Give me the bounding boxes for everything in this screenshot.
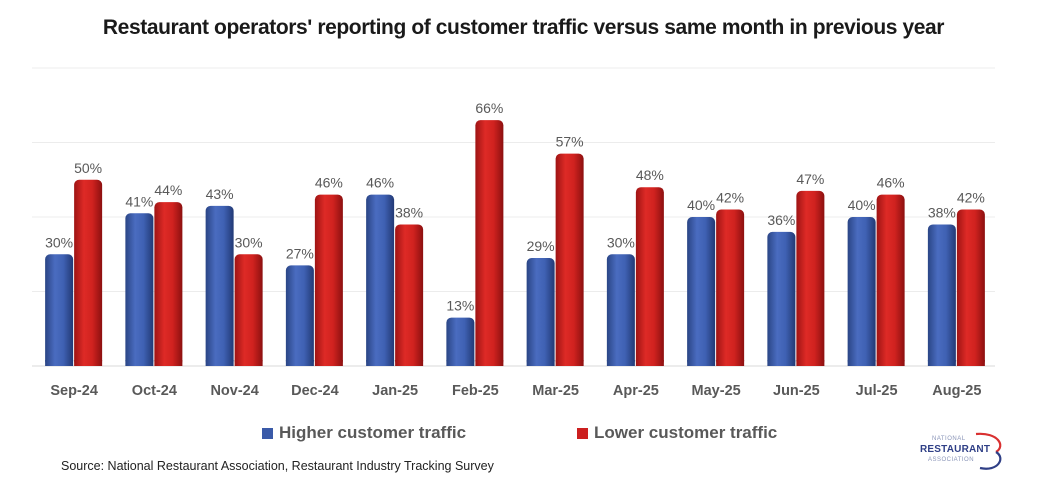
bar-base-fill: [234, 360, 263, 366]
bar-base-fill: [555, 360, 584, 366]
legend-label-lower: Lower customer traffic: [594, 423, 778, 442]
bar-base-fill: [716, 360, 745, 366]
bar-base-fill: [956, 360, 985, 366]
bar-lower-aug-25: [956, 209, 985, 366]
data-label-lower: 48%: [636, 167, 664, 183]
bar-base-fill: [45, 360, 74, 366]
x-tick-label: Jul-25: [856, 383, 898, 399]
logo-swoosh-icon: [975, 432, 1002, 470]
bar-base-fill: [606, 360, 635, 366]
bar-base-fill: [154, 360, 183, 366]
legend-item-lower: Lower customer traffic: [577, 423, 777, 443]
bar-lower-may-25: [716, 209, 745, 366]
data-label-lower: 50%: [74, 160, 102, 176]
bar-higher-apr-25: [606, 254, 635, 366]
bar-base-fill: [847, 360, 876, 366]
bar-base-fill: [927, 360, 956, 366]
data-label-lower: 42%: [716, 190, 744, 206]
bar-lower-sep-24: [74, 179, 103, 366]
bar-lower-jul-25: [876, 194, 905, 366]
bar-higher-jan-25: [366, 194, 395, 366]
data-label-higher: 36%: [767, 212, 795, 228]
logo-line-3: ASSOCIATION: [928, 457, 975, 463]
bar-base-fill: [526, 360, 555, 366]
x-tick-label: Mar-25: [532, 383, 579, 399]
bar-lower-oct-24: [154, 202, 183, 366]
x-tick-label: Jun-25: [773, 383, 820, 399]
bar-higher-may-25: [687, 217, 716, 366]
data-label-higher: 13%: [446, 298, 474, 314]
x-tick-label: Oct-24: [132, 383, 177, 399]
bar-higher-oct-24: [125, 213, 154, 366]
bar-base-fill: [395, 360, 424, 366]
bar-base-fill: [205, 360, 234, 366]
legend-item-higher: Higher customer traffic: [262, 423, 466, 443]
x-tick-label: Apr-25: [613, 383, 659, 399]
legend-label-higher: Higher customer traffic: [279, 423, 467, 442]
data-label-lower: 44%: [154, 182, 182, 198]
data-label-higher: 43%: [206, 186, 234, 202]
bar-lower-feb-25: [475, 120, 504, 367]
data-label-lower: 47%: [796, 171, 824, 187]
bar-base-fill: [74, 360, 103, 366]
x-tick-label: May-25: [692, 383, 741, 399]
nra-logo: NATIONAL RESTAURANT ASSOCIATION: [918, 432, 1008, 472]
data-label-higher: 29%: [527, 238, 555, 254]
x-tick-label: Feb-25: [452, 383, 499, 399]
logo-line-2: RESTAURANT: [920, 444, 991, 455]
bar-higher-feb-25: [446, 317, 475, 366]
data-label-higher: 40%: [848, 197, 876, 213]
x-tick-label: Sep-24: [50, 383, 98, 399]
x-tick-label: Jan-25: [372, 383, 418, 399]
bar-lower-jan-25: [395, 224, 424, 366]
x-tick-label: Aug-25: [932, 383, 981, 399]
bar-base-fill: [285, 360, 314, 366]
bar-lower-dec-24: [314, 194, 343, 366]
bar-base-fill: [446, 360, 475, 366]
data-label-higher: 38%: [928, 204, 956, 220]
data-label-higher: 41%: [125, 193, 153, 209]
bar-base-fill: [687, 360, 716, 366]
chart-legend: Higher customer traffic Lower customer t…: [0, 423, 1047, 447]
logo-line-1: NATIONAL: [932, 436, 966, 442]
bar-lower-apr-25: [635, 187, 664, 366]
data-label-lower: 38%: [395, 204, 423, 220]
bar-lower-mar-25: [555, 153, 584, 366]
bar-higher-jun-25: [767, 231, 796, 366]
data-label-lower: 42%: [957, 190, 985, 206]
chart-plot: 30%50%41%44% 43%30%27%46% 46%38%13%66%29%5…: [32, 67, 995, 399]
data-label-higher: 46%: [366, 175, 394, 191]
bar-higher-dec-24: [285, 265, 314, 366]
data-label-higher: 30%: [607, 234, 635, 250]
bar-base-fill: [876, 360, 905, 366]
x-tick-label: Dec-24: [291, 383, 339, 399]
bar-base-fill: [125, 360, 154, 366]
bar-higher-mar-25: [526, 257, 555, 366]
legend-swatch-higher: [262, 427, 273, 439]
bar-higher-nov-24: [205, 205, 234, 366]
data-label-lower: 30%: [235, 234, 263, 250]
bar-higher-sep-24: [45, 254, 74, 366]
bar-base-fill: [314, 360, 343, 366]
data-label-lower: 46%: [877, 175, 905, 191]
bar-base-fill: [475, 360, 504, 366]
source-note: Source: National Restaurant Association,…: [61, 459, 494, 473]
data-label-lower: 57%: [556, 134, 584, 150]
chart-title: Restaurant operators' reporting of custo…: [102, 16, 945, 39]
bar-base-fill: [767, 360, 796, 366]
bar-higher-aug-25: [927, 224, 956, 366]
bar-higher-jul-25: [847, 217, 876, 366]
data-label-higher: 27%: [286, 245, 314, 261]
bar-base-fill: [635, 360, 664, 366]
legend-swatch-lower: [577, 427, 588, 439]
bar-lower-nov-24: [234, 254, 263, 366]
x-tick-label: Nov-24: [210, 383, 258, 399]
data-label-higher: 40%: [687, 197, 715, 213]
data-label-higher: 30%: [45, 234, 73, 250]
bar-base-fill: [366, 360, 395, 366]
bar-lower-jun-25: [796, 190, 825, 366]
data-label-lower: 46%: [315, 175, 343, 191]
bar-base-fill: [796, 360, 825, 366]
data-label-lower: 66%: [475, 100, 503, 116]
